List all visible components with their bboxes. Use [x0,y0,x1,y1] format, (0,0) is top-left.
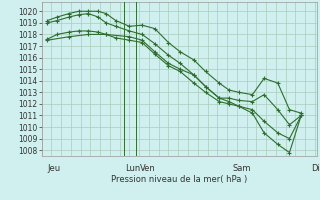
Text: Jeu: Jeu [47,164,60,173]
Text: Sam: Sam [233,164,252,173]
X-axis label: Pression niveau de la mer( hPa ): Pression niveau de la mer( hPa ) [111,175,247,184]
Text: Lun: Lun [125,164,141,173]
Text: Dim: Dim [311,164,320,173]
Text: Ven: Ven [140,164,156,173]
